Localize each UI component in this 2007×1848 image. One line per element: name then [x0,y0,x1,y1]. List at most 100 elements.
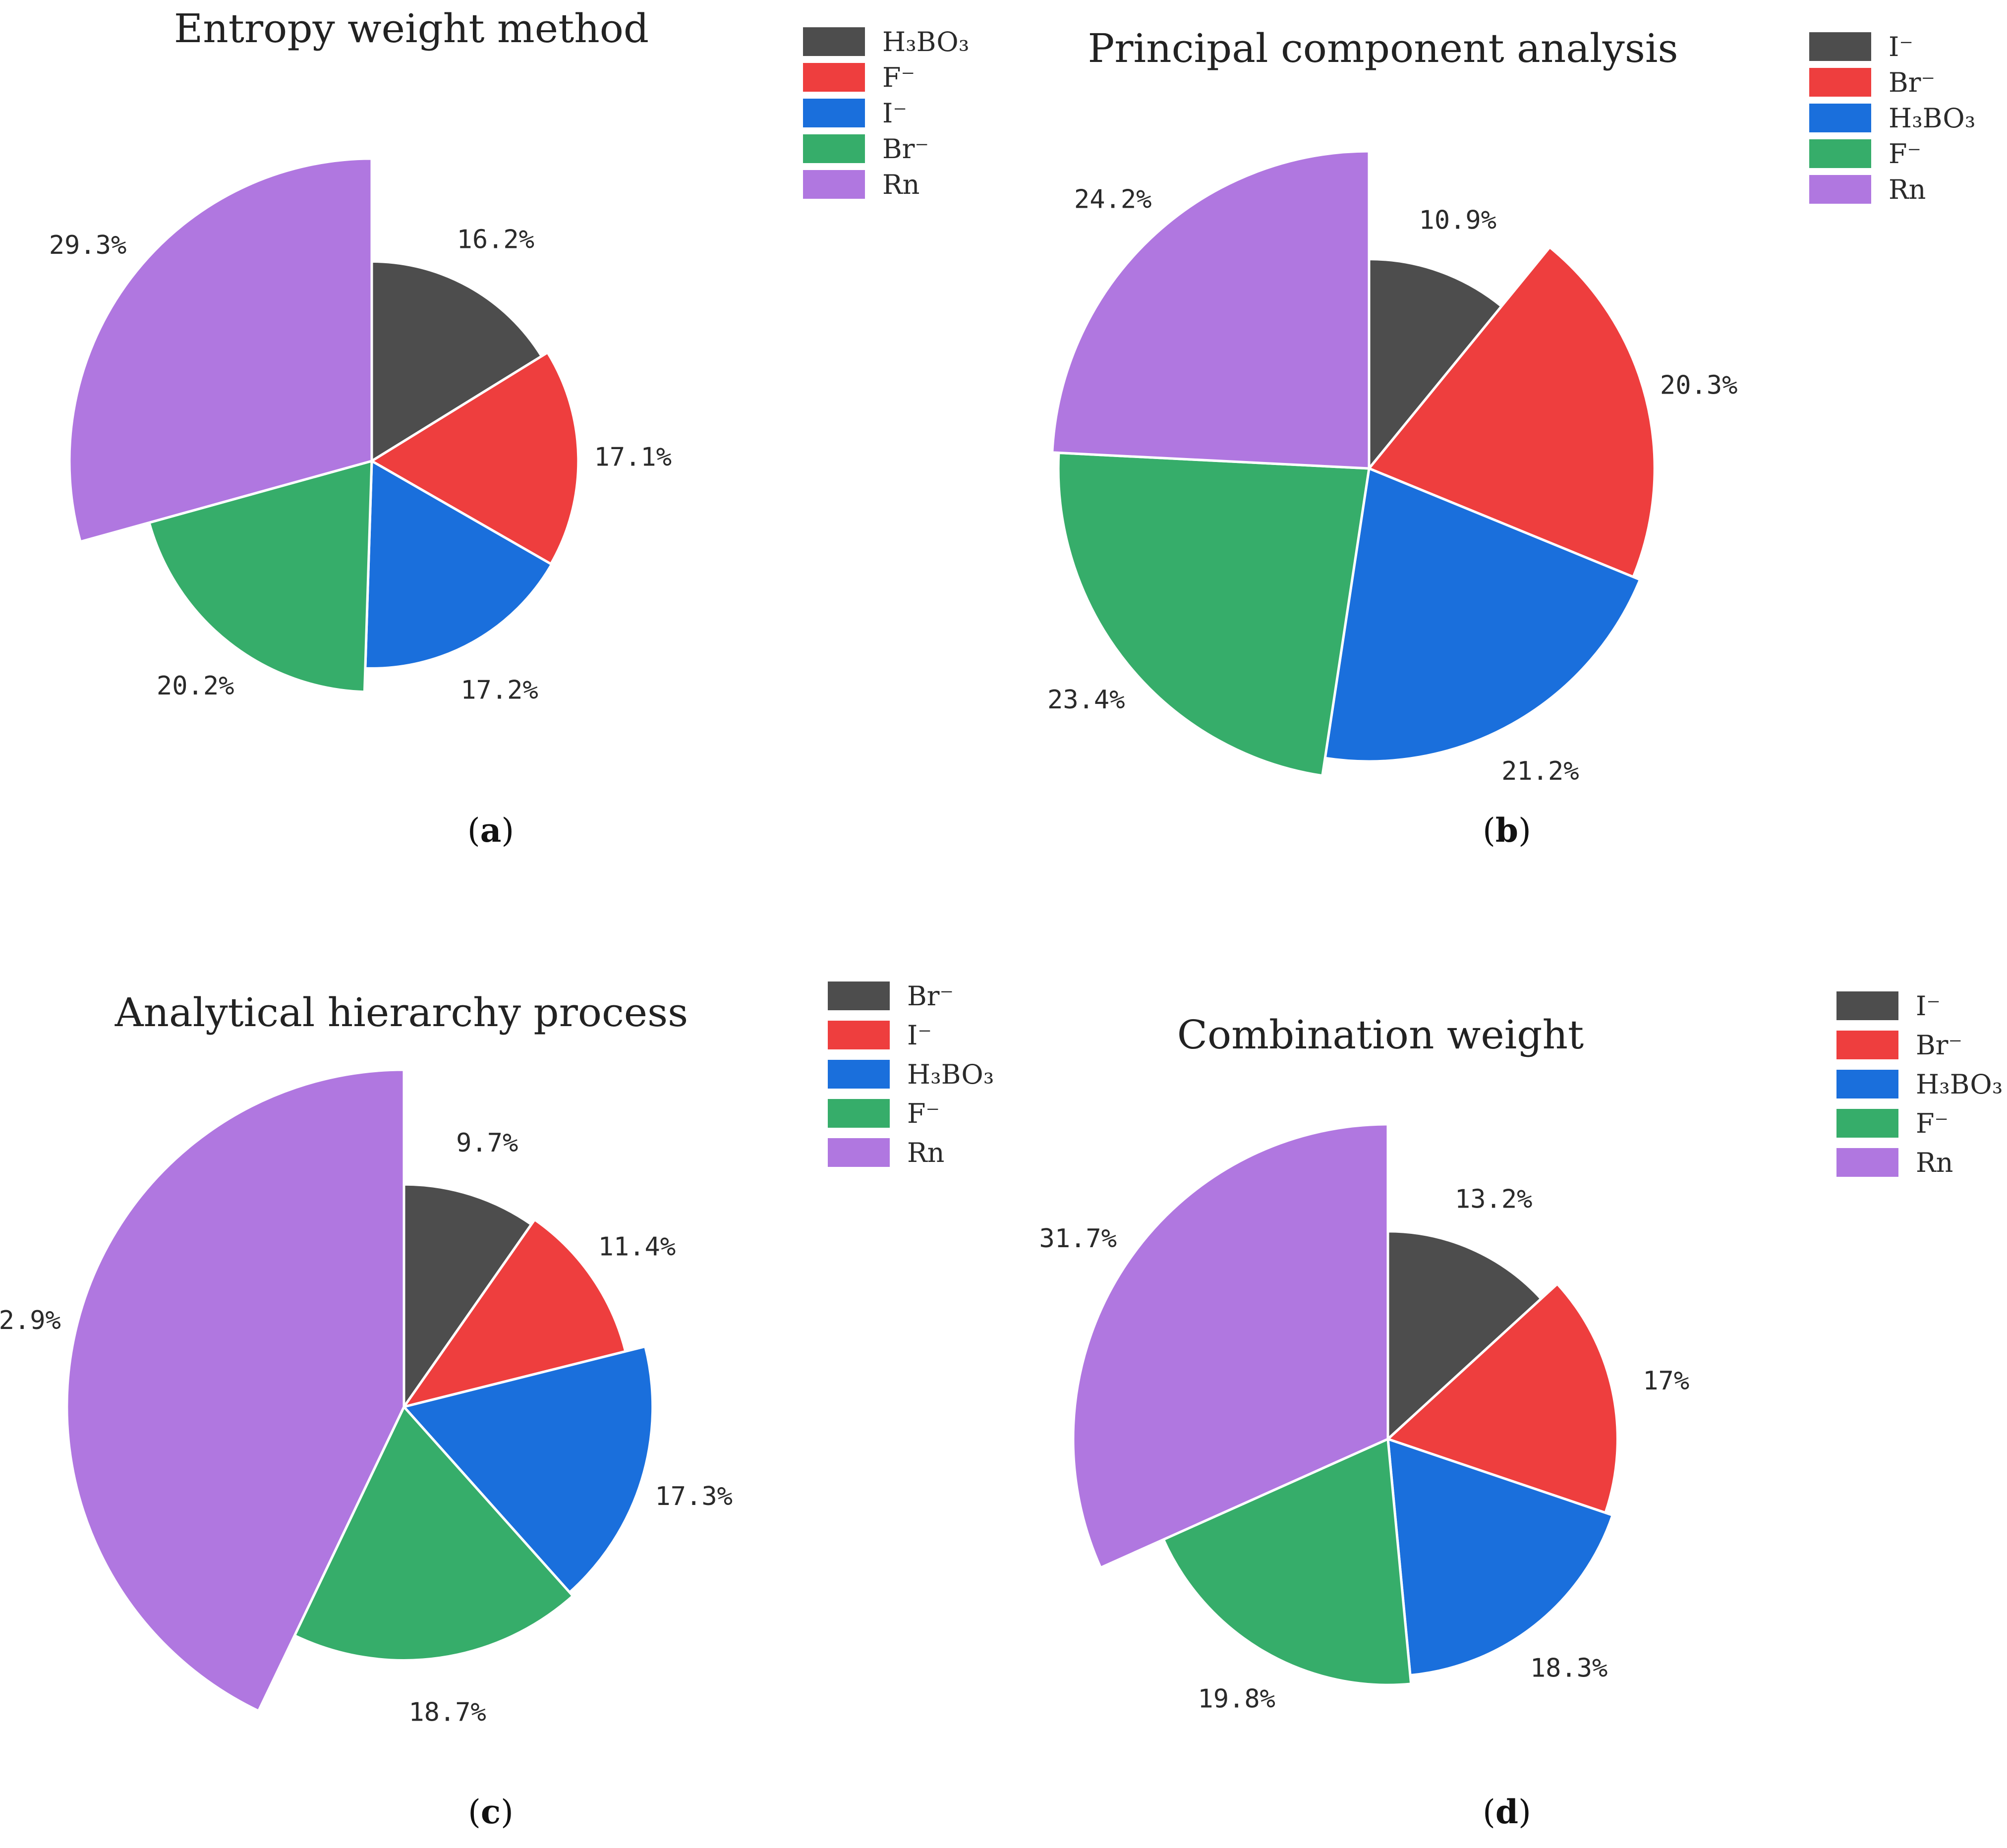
legend-swatch [1809,104,1871,132]
data-label: 20.3% [1660,370,1738,400]
legend-label: Rn [882,169,919,200]
panel-caption: (c) [468,1792,514,1831]
rose-slice [292,1404,575,1662]
panel-caption: (d) [1483,1792,1531,1831]
rose-chart: 10.9% 20.3% 21.2% 23.4% 24.2% [1047,150,1738,786]
legend-swatch [1836,1070,1898,1098]
legend-label: Rn [907,1137,944,1168]
data-label: 11.4% [598,1232,676,1262]
chart-title: Analytical hierarchy process [115,989,688,1036]
legend: I⁻ Br⁻ H₃BO₃ F⁻ Rn [1836,990,2003,1178]
rose-slice [1368,258,1503,472]
rose-slice [1385,1282,1619,1514]
legend-label: I⁻ [1889,31,1913,62]
data-label: 24.2% [1074,185,1152,215]
panel-c: Analytical hierarchy process 9.7% 11.4% 17… [0,981,994,1831]
chart-title: Combination weight [1177,1012,1584,1058]
rose-chart: 16.2% 17.1% 17.2% 20.2% 29.3% [49,157,672,705]
data-label: 31.7% [1039,1224,1117,1254]
legend-label: H₃BO₃ [907,1059,994,1090]
legend-label: Br⁻ [1916,1030,1962,1061]
rose-slice [65,1068,405,1713]
data-label: 17% [1643,1366,1689,1396]
panel-d: Combination weight 13.2% 17% 18.3% 19.8% 31.… [1039,990,2003,1831]
rose-slice [1386,1230,1543,1442]
chart-title: Entropy weight method [174,5,649,52]
legend-label: Br⁻ [907,981,954,1012]
chart-title: Principal component analysis [1088,25,1678,71]
legend-label: Rn [1889,174,1926,205]
legend-swatch [803,63,865,92]
legend-swatch [1809,175,1871,204]
rose-slice [1386,1437,1614,1677]
legend-label: Br⁻ [1889,67,1935,98]
panel-caption: (b) [1483,811,1531,850]
data-label: 29.3% [49,231,127,260]
legend-swatch [803,99,865,127]
rose-slice [369,350,580,566]
data-label: 19.8% [1198,1684,1275,1714]
legend-label: F⁻ [1889,138,1921,170]
legend-swatch [1836,1148,1898,1177]
data-label: 13.2% [1455,1185,1533,1214]
legend-swatch [828,1060,890,1089]
legend-label: Br⁻ [882,133,929,165]
data-label: 17.2% [460,676,538,705]
caption-letter: d [1495,1792,1518,1831]
legend-label: Rn [1916,1147,1953,1178]
legend-swatch [803,170,865,199]
legend-label: I⁻ [882,98,907,129]
data-label: 16.2% [457,225,535,254]
rose-slice [147,459,373,693]
rose-slice [401,1217,627,1409]
data-label: 17.1% [594,443,672,472]
caption-letter: c [481,1792,501,1831]
legend-label: F⁻ [1916,1108,1949,1139]
data-label: 9.7% [456,1128,518,1158]
data-label: 42.9% [0,1306,61,1335]
legend-label: F⁻ [907,1098,940,1129]
rose-slice [370,260,544,463]
legend-swatch [803,134,865,163]
legend: H₃BO₃ F⁻ I⁻ Br⁻ Rn [803,26,969,200]
data-label: 18.3% [1530,1654,1608,1683]
legend-label: H₃BO₃ [882,26,969,58]
caption-letter: b [1495,811,1518,850]
legend-swatch [1809,68,1871,97]
legend-swatch [1836,1109,1898,1138]
legend-swatch [1836,991,1898,1020]
panel-a: Entropy weight method 16.2% 17.1% 17.2% 20.… [49,5,970,850]
rose-slice [1323,466,1642,763]
data-label: 10.9% [1419,206,1497,235]
panel-b: Principal component analysis 10.9% 20.3% 2… [1047,25,1975,850]
legend-label: H₃BO₃ [1916,1069,2003,1100]
legend-label: I⁻ [907,1020,932,1051]
rose-slice [364,459,554,670]
legend: I⁻ Br⁻ H₃BO₃ F⁻ Rn [1809,31,1975,205]
legend-swatch [1809,139,1871,168]
rose-chart: 9.7% 11.4% 17.3% 18.7% 42.9% [0,1068,733,1727]
legend-label: F⁻ [882,62,915,93]
rose-slice [402,1183,533,1411]
legend-swatch [803,27,865,56]
legend-label: H₃BO₃ [1889,103,1975,134]
data-label: 18.7% [408,1697,486,1727]
legend-swatch [828,982,890,1010]
data-label: 21.2% [1501,756,1579,786]
rose-slice [1051,150,1371,470]
legend-swatch [1809,32,1871,61]
legend-swatch [828,1021,890,1049]
rose-slice [401,1345,654,1594]
rose-slice [1072,1123,1389,1569]
data-label: 23.4% [1047,685,1125,715]
rose-slice [1161,1437,1413,1686]
legend-swatch [828,1099,890,1128]
rose-slice [1057,451,1371,777]
rose-slice [68,157,373,543]
panel-caption: (a) [467,811,514,850]
legend-swatch [1836,1031,1898,1059]
data-label: 20.2% [157,671,234,701]
rose-chart: 13.2% 17% 18.3% 19.8% 31.7% [1039,1123,1689,1714]
legend: Br⁻ I⁻ H₃BO₃ F⁻ Rn [828,981,994,1168]
